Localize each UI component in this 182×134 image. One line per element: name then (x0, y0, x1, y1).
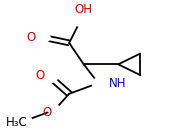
Circle shape (37, 33, 50, 42)
Circle shape (92, 78, 105, 88)
Text: O: O (26, 31, 35, 44)
Circle shape (19, 116, 32, 125)
Circle shape (48, 105, 61, 115)
Text: O: O (43, 106, 52, 119)
Circle shape (74, 17, 86, 26)
Circle shape (45, 73, 57, 82)
Text: O: O (35, 68, 45, 82)
Text: H₃C: H₃C (5, 116, 27, 129)
Text: NH: NH (109, 77, 127, 90)
Text: OH: OH (75, 3, 93, 16)
